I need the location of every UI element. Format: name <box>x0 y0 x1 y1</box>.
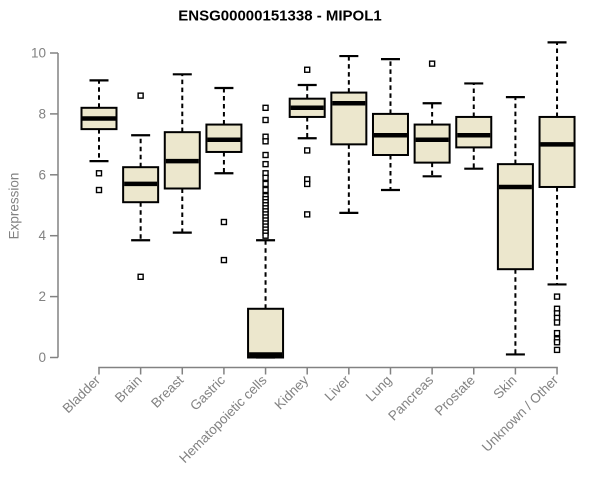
outlier-point-hematopoietic-cells <box>262 180 269 188</box>
x-category-label: Unknown / Other <box>479 372 562 455</box>
outlier-point-brain <box>137 273 144 281</box>
outlier-point-kidney <box>304 66 311 73</box>
outlier-point-brain <box>137 92 144 99</box>
y-tick-label: 10 <box>31 46 46 61</box>
outlier-point-hematopoietic-cells <box>262 174 269 182</box>
y-tick-label: 0 <box>38 350 46 365</box>
outlier-point-hematopoietic-cells <box>262 186 269 194</box>
outlier-point-unknown-other <box>553 319 561 326</box>
outlier-point-hematopoietic-cells <box>262 138 269 145</box>
outlier-point-kidney <box>304 180 311 188</box>
y-tick-label: 6 <box>38 167 46 182</box>
x-category-label: Gastric <box>187 372 228 413</box>
outlier-point-unknown-other <box>553 329 561 337</box>
outlier-point-hematopoietic-cells <box>262 116 269 124</box>
outlier-point-pancreas <box>428 60 436 67</box>
outlier-point-hematopoietic-cells <box>262 232 269 239</box>
y-tick-label: 8 <box>38 106 46 121</box>
box-rect-pancreas <box>413 123 451 164</box>
box-rect-unknown-other <box>538 115 576 188</box>
outlier-point-gastric <box>220 256 228 264</box>
chart-title: ENSG00000151338 - MIPOL1 <box>178 7 382 25</box>
outlier-point-hematopoietic-cells <box>262 160 269 168</box>
outlier-point-bladder <box>95 170 103 177</box>
box-rect-skin <box>496 163 534 271</box>
box-rect-liver <box>330 91 368 146</box>
x-category-label: Kidney <box>272 372 312 412</box>
outlier-point-unknown-other <box>553 339 561 346</box>
y-tick-label: 4 <box>38 228 46 243</box>
x-category-label: Lung <box>363 373 395 405</box>
x-category-label: Prostate <box>432 373 478 419</box>
outlier-point-unknown-other <box>553 346 561 354</box>
outlier-point-hematopoietic-cells <box>262 151 269 159</box>
outlier-point-unknown-other <box>553 293 561 300</box>
box-rect-hematopoietic-cells <box>247 307 285 359</box>
x-category-label: Liver <box>322 372 354 404</box>
x-category-label: Pancreas <box>385 372 436 423</box>
x-category-label: Breast <box>148 372 186 410</box>
outlier-point-kidney <box>304 211 311 218</box>
x-category-label: Bladder <box>60 372 104 416</box>
x-category-label: Skin <box>490 373 519 402</box>
x-category-label: Brain <box>112 373 145 406</box>
outlier-point-kidney <box>304 147 311 154</box>
outlier-point-hematopoietic-cells <box>262 104 269 112</box>
y-tick-label: 2 <box>38 289 46 304</box>
outlier-point-gastric <box>220 218 228 226</box>
outlier-point-bladder <box>95 186 103 194</box>
box-rect-prostate <box>455 115 493 149</box>
